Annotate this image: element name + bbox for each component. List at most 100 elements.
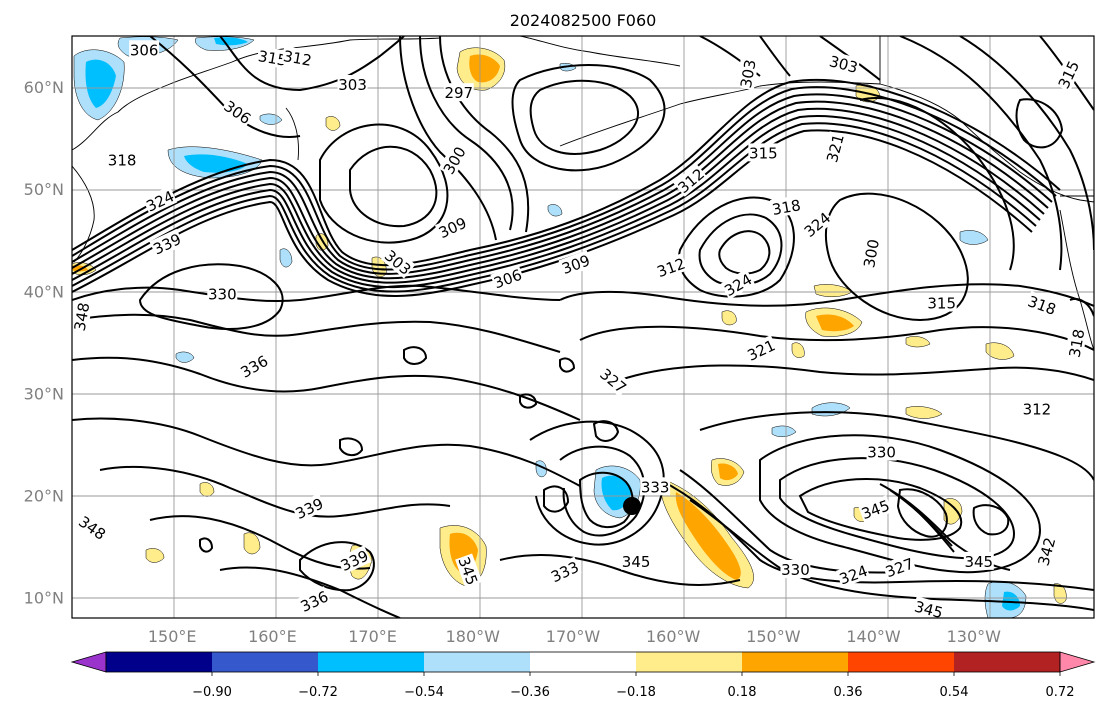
colorbar-tick-label: −0.90 xyxy=(192,685,232,700)
colorbar-tick-label: 0.54 xyxy=(940,685,969,700)
contour-label-halo xyxy=(859,236,883,270)
colorbar-segment xyxy=(954,652,1060,672)
contour-label-halo xyxy=(799,207,835,241)
contour-label-text: 297 xyxy=(444,84,473,102)
longitude-label: 160°W xyxy=(646,627,701,646)
colorbar-segment xyxy=(742,652,848,672)
contour-label: 342 xyxy=(1033,534,1059,569)
contour-label-halo xyxy=(1064,326,1088,360)
contour-labels: 306 3153123033062973183243003093393033063… xyxy=(71,40,1089,622)
contour-label: 315 xyxy=(926,293,957,313)
contour-label-text: 315 xyxy=(749,144,778,162)
contour-label-halo xyxy=(836,560,871,588)
contour-label-halo xyxy=(1025,291,1060,319)
colorbar: −0.90 −0.72 −0.54 −0.36 −0.18 0.18 0.36 0.54 0.7… xyxy=(70,651,1096,700)
contour-label: 306 xyxy=(490,264,525,292)
colorbar-max-extension xyxy=(1059,651,1096,673)
contour-label-text: 318 xyxy=(1066,328,1089,359)
longitude-label: 160°E xyxy=(248,627,297,646)
contour-label-text: 345 xyxy=(913,597,945,622)
contour-label-text: 315 xyxy=(257,47,288,70)
contour-label-halo xyxy=(963,551,994,570)
contour-label-text: 303 xyxy=(338,76,367,94)
contour-label: 303 xyxy=(826,51,861,77)
contour-label-halo xyxy=(291,493,327,523)
contour-label-halo xyxy=(640,477,671,496)
contour-label-halo xyxy=(75,511,111,544)
contour-label: 330 xyxy=(207,284,238,303)
contour-label: 330 xyxy=(866,442,897,462)
colorbar-segment xyxy=(318,652,424,672)
contour-label-text: 330 xyxy=(208,285,237,303)
contour-label-text: 312 xyxy=(1023,401,1052,419)
contour-label-text: 345 xyxy=(964,553,993,571)
colorbar-tick-label: −0.36 xyxy=(510,685,550,700)
latitude-label: 20°N xyxy=(24,486,64,505)
map-title: 2024082500 F060 xyxy=(510,11,657,30)
contours xyxy=(72,36,1094,618)
latitude-label: 60°N xyxy=(24,78,64,97)
contour-label-halo xyxy=(1021,399,1052,418)
map-area: 306 3153123033062973183243003093393033063… xyxy=(71,36,1094,622)
contour-label-halo xyxy=(558,250,593,278)
colorbar-segment xyxy=(636,652,742,672)
contour-label-halo xyxy=(455,553,483,588)
colorbar-min-extension xyxy=(70,651,107,673)
colorbar-tick-label: 0.36 xyxy=(834,685,863,700)
longitude-labels: 150°E 160°E 170°E 180°W 170°W 160°W 150°W 140°W… xyxy=(148,627,1001,646)
contour-label: 315 xyxy=(748,143,779,162)
colorbar-tick-label: −0.18 xyxy=(616,685,656,700)
contour-label-halo xyxy=(673,163,708,197)
contour-label-text: 330 xyxy=(781,561,810,579)
contour-label: 330 xyxy=(780,560,811,579)
contour-label: 318 xyxy=(1064,326,1089,360)
contour-label: 300 xyxy=(859,236,883,270)
colorbar-segment xyxy=(212,652,318,672)
contour-label-halo xyxy=(207,284,238,303)
colorbar-tick-label: −0.72 xyxy=(298,685,338,700)
contour-label-halo xyxy=(826,51,861,77)
colorbar-segment xyxy=(848,652,954,672)
contour-label: 345 xyxy=(963,551,994,571)
longitude-label: 150°W xyxy=(746,627,801,646)
latitude-label: 10°N xyxy=(24,589,64,608)
contour-label: 312 xyxy=(281,46,314,70)
contour-label-halo xyxy=(882,553,917,581)
contour-label-halo xyxy=(748,143,779,162)
contour-label: 315 xyxy=(256,46,289,70)
contour-label: 303 xyxy=(735,57,760,90)
contour-label-text: 303 xyxy=(737,58,760,89)
contour-label-halo xyxy=(438,142,470,178)
longitude-label: 130°W xyxy=(947,627,1002,646)
contour-label: 303 xyxy=(337,75,368,94)
longitude-label: 170°E xyxy=(348,627,397,646)
contour-label-halo xyxy=(381,245,416,279)
contour-label-halo xyxy=(912,596,946,618)
contour-label-halo xyxy=(735,57,759,90)
contour-label-halo xyxy=(220,95,256,128)
contour-label-halo xyxy=(1033,534,1059,569)
longitude-label: 150°E xyxy=(148,627,197,646)
colorbar-segment xyxy=(530,652,636,672)
contour-label-halo xyxy=(281,46,314,69)
contour-label-halo xyxy=(490,264,525,292)
jet-contour-bundle xyxy=(72,78,1061,297)
contour-label-halo xyxy=(336,545,372,575)
contour-label: 345 xyxy=(621,551,652,571)
latitude-label: 30°N xyxy=(24,384,64,403)
contour-label-halo xyxy=(107,150,138,169)
longitude-label: 140°W xyxy=(846,627,901,646)
contour-label: 345 xyxy=(912,596,946,622)
contour-label-text: 315 xyxy=(927,295,956,313)
contour-label-text: 348 xyxy=(71,301,94,332)
contour-label-halo xyxy=(296,586,332,616)
contour-label-halo xyxy=(142,186,178,216)
contour-label-halo xyxy=(720,268,756,300)
latitude-label: 40°N xyxy=(24,282,64,301)
contour-label-halo xyxy=(1053,56,1083,92)
contour-label-text: 345 xyxy=(622,553,651,571)
longitude-label: 170°W xyxy=(546,627,601,646)
contour-label-halo xyxy=(743,335,779,365)
latitude-label: 50°N xyxy=(24,180,64,199)
colorbar-segment xyxy=(424,652,530,672)
